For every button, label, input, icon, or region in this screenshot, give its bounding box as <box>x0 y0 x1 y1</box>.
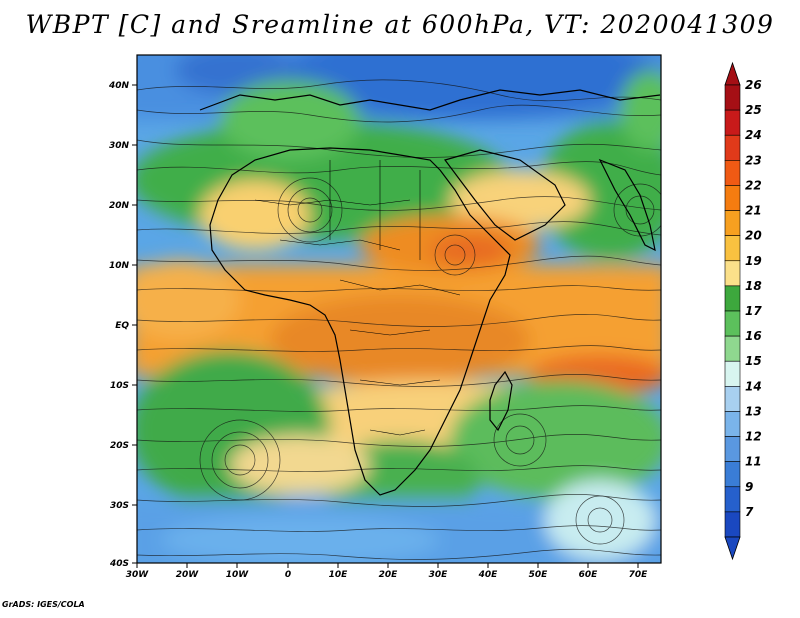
lat-label-40s: 40S <box>109 559 129 569</box>
lon-label-0: 0 <box>285 570 291 580</box>
colorbar-bottom-arrow <box>724 536 741 561</box>
lon-label-70e: 70E <box>629 570 649 580</box>
lon-label-60e: 60E <box>579 570 599 580</box>
colorbar-segment <box>724 360 741 387</box>
lat-label-40n: 40N <box>108 81 130 91</box>
colorbar-tick-label: 21 <box>745 204 762 218</box>
colorbar-tick-label: 18 <box>745 279 762 293</box>
plot-frame <box>136 54 662 564</box>
colorbar-tick-label: 15 <box>745 354 762 368</box>
colorbar-segment <box>724 134 741 161</box>
lon-label-30w: 30W <box>126 570 150 580</box>
wbpt-shading <box>137 55 661 563</box>
lat-label-20s: 20S <box>110 441 129 451</box>
lat-axis <box>132 84 137 564</box>
lat-label-30s: 30S <box>110 501 129 511</box>
lon-label-20w: 20W <box>176 570 200 580</box>
map-title: WBPT [C] and Sreamline at 600hPa, VT: 20… <box>25 10 775 39</box>
lat-label-20n: 20N <box>109 201 130 211</box>
colorbar-tick-label: 23 <box>745 153 762 167</box>
colorbar-segment <box>724 386 741 412</box>
colorbar-segment <box>724 235 741 262</box>
colorbar-segment <box>724 260 741 287</box>
colorbar-tick-label: 24 <box>745 128 762 142</box>
lon-axis <box>136 563 639 568</box>
lat-label-30n: 30N <box>109 141 130 151</box>
lat-label-10s: 10S <box>110 381 129 391</box>
lat-label-eq: EQ <box>115 321 129 331</box>
colorbar-segment <box>724 84 741 111</box>
colorbar-tick-label: 11 <box>745 455 762 469</box>
colorbar-tick-label: 22 <box>745 178 762 192</box>
colorbar-segment <box>724 310 741 337</box>
colorbar-tick-label: 13 <box>745 404 762 418</box>
colorbar-segment <box>724 210 741 236</box>
colorbar-segment <box>724 285 741 312</box>
colorbar-tick-label: 7 <box>745 505 754 519</box>
lon-label-10w: 10W <box>226 570 250 580</box>
colorbar-segment <box>724 335 741 362</box>
colorbar-tick-label: 26 <box>745 78 762 92</box>
colorbar-segment <box>724 160 741 186</box>
lon-label-10e: 10E <box>329 570 349 580</box>
colorbar-tick-label: 14 <box>745 379 762 393</box>
colorbar-segment <box>724 486 741 513</box>
colorbar-segment <box>724 461 741 488</box>
colorbar-tick-label: 20 <box>745 229 762 243</box>
credit-text: GrADS: IGES/COLA <box>2 600 85 609</box>
colorbar-segment <box>724 185 741 211</box>
colorbar-tick-label: 25 <box>745 103 762 117</box>
colorbar-tick-label: 12 <box>745 430 762 444</box>
colorbar-top-arrow <box>724 61 741 86</box>
lat-label-10n: 10N <box>109 261 130 271</box>
coastlines <box>199 89 661 496</box>
colorbar-tick-label: 16 <box>745 329 762 343</box>
colorbar-labels: 26 25 24 23 22 21 20 19 18 17 16 15 14 13 12 11 9 7 <box>745 78 762 519</box>
lon-label-20e: 20E <box>379 570 399 580</box>
colorbar-segment <box>724 109 741 136</box>
lon-label-50e: 50E <box>529 570 549 580</box>
streamlines <box>137 79 661 560</box>
colorbar-segment <box>724 511 741 538</box>
colorbar <box>724 61 741 561</box>
colorbar-tick-label: 9 <box>745 480 753 494</box>
colorbar-tick-label: 17 <box>745 304 762 318</box>
lon-label-40e: 40E <box>478 570 499 580</box>
lon-label-30e: 30E <box>429 570 449 580</box>
colorbar-segment <box>724 436 741 462</box>
colorbar-segment <box>724 411 741 437</box>
colorbar-tick-label: 19 <box>745 254 762 268</box>
